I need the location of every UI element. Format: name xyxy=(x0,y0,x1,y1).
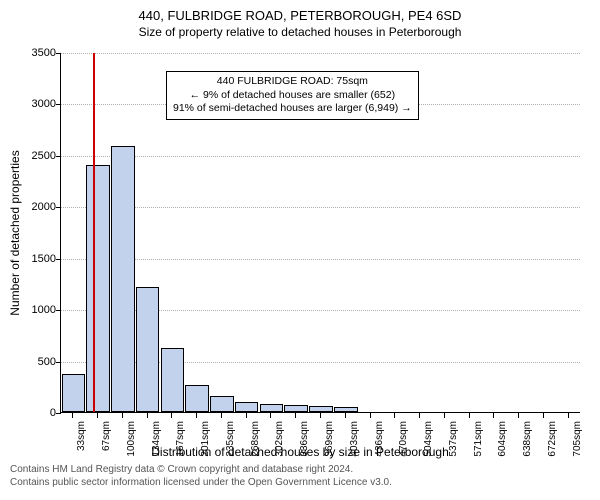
ytick-label: 1000 xyxy=(6,304,56,316)
xtick-mark xyxy=(97,413,98,418)
xtick-mark xyxy=(72,413,73,418)
ytick-mark xyxy=(56,362,61,363)
ytick-label: 2500 xyxy=(6,150,56,162)
bar xyxy=(309,406,333,412)
xtick-mark xyxy=(345,413,346,418)
xtick-label: 537sqm xyxy=(448,421,459,457)
bar xyxy=(161,348,185,412)
chart-subtitle: Size of property relative to detached ho… xyxy=(0,23,600,43)
xtick-label: 134sqm xyxy=(151,421,162,457)
chart-container: 440, FULBRIDGE ROAD, PETERBOROUGH, PE4 6… xyxy=(0,0,600,500)
xtick-mark xyxy=(394,413,395,418)
xtick-label: 403sqm xyxy=(349,421,360,457)
ytick-label: 3500 xyxy=(6,47,56,59)
chart-wrap: Number of detached properties 440 FULBRI… xyxy=(0,43,600,463)
ytick-label: 500 xyxy=(6,356,56,368)
xtick-label: 638sqm xyxy=(522,421,533,457)
xtick-mark xyxy=(543,413,544,418)
bar xyxy=(334,407,358,412)
xtick-label: 67sqm xyxy=(101,421,112,451)
gridline xyxy=(61,156,580,157)
ytick-mark xyxy=(56,207,61,208)
bar xyxy=(210,396,234,412)
footer: Contains HM Land Registry data © Crown c… xyxy=(0,463,600,489)
xtick-label: 571sqm xyxy=(473,421,484,457)
xtick-mark xyxy=(568,413,569,418)
ytick-mark xyxy=(56,156,61,157)
annotation-line2: ← 9% of detached houses are smaller (652… xyxy=(173,89,412,103)
marker-line xyxy=(93,53,95,412)
xtick-mark xyxy=(122,413,123,418)
xtick-mark xyxy=(171,413,172,418)
xtick-mark xyxy=(518,413,519,418)
xtick-label: 604sqm xyxy=(497,421,508,457)
plot-area: 440 FULBRIDGE ROAD: 75sqm ← 9% of detach… xyxy=(60,53,580,413)
xtick-label: 436sqm xyxy=(374,421,385,457)
ytick-label: 0 xyxy=(6,407,56,419)
bar xyxy=(111,146,135,412)
ytick-mark xyxy=(56,53,61,54)
bar xyxy=(235,402,259,412)
xtick-mark xyxy=(320,413,321,418)
xtick-label: 302sqm xyxy=(274,421,285,457)
gridline xyxy=(61,53,580,54)
bar xyxy=(260,404,284,412)
y-axis-label-text: Number of detached properties xyxy=(8,150,22,315)
xtick-label: 201sqm xyxy=(200,421,211,457)
ytick-label: 3000 xyxy=(6,98,56,110)
xtick-label: 268sqm xyxy=(250,421,261,457)
ytick-mark xyxy=(56,104,61,105)
xtick-label: 705sqm xyxy=(572,421,583,457)
xtick-label: 672sqm xyxy=(547,421,558,457)
xtick-mark xyxy=(444,413,445,418)
bar xyxy=(136,287,160,412)
xtick-label: 470sqm xyxy=(398,421,409,457)
ytick-mark xyxy=(56,413,61,414)
xtick-mark xyxy=(221,413,222,418)
annotation-box: 440 FULBRIDGE ROAD: 75sqm ← 9% of detach… xyxy=(166,71,419,120)
ytick-label: 1500 xyxy=(6,253,56,265)
xtick-mark xyxy=(469,413,470,418)
annotation-line3: 91% of semi-detached houses are larger (… xyxy=(173,102,412,116)
ytick-mark xyxy=(56,259,61,260)
xtick-label: 504sqm xyxy=(423,421,434,457)
xtick-label: 336sqm xyxy=(299,421,310,457)
xtick-mark xyxy=(246,413,247,418)
bar xyxy=(185,385,209,412)
bar xyxy=(62,374,86,412)
footer-line1: Contains HM Land Registry data © Crown c… xyxy=(10,463,600,476)
xtick-label: 235sqm xyxy=(225,421,236,457)
xtick-mark xyxy=(196,413,197,418)
footer-line2: Contains public sector information licen… xyxy=(10,476,600,489)
xtick-mark xyxy=(419,413,420,418)
xtick-label: 369sqm xyxy=(324,421,335,457)
xtick-label: 167sqm xyxy=(175,421,186,457)
xtick-mark xyxy=(270,413,271,418)
xtick-label: 100sqm xyxy=(126,421,137,457)
chart-title: 440, FULBRIDGE ROAD, PETERBOROUGH, PE4 6… xyxy=(0,0,600,23)
bar xyxy=(86,165,110,412)
gridline xyxy=(61,259,580,260)
xtick-mark xyxy=(295,413,296,418)
ytick-label: 2000 xyxy=(6,201,56,213)
xtick-mark xyxy=(493,413,494,418)
xtick-mark xyxy=(147,413,148,418)
ytick-mark xyxy=(56,310,61,311)
xtick-mark xyxy=(370,413,371,418)
bar xyxy=(284,405,308,412)
annotation-line1: 440 FULBRIDGE ROAD: 75sqm xyxy=(173,75,412,89)
xtick-label: 33sqm xyxy=(76,421,87,451)
gridline xyxy=(61,207,580,208)
